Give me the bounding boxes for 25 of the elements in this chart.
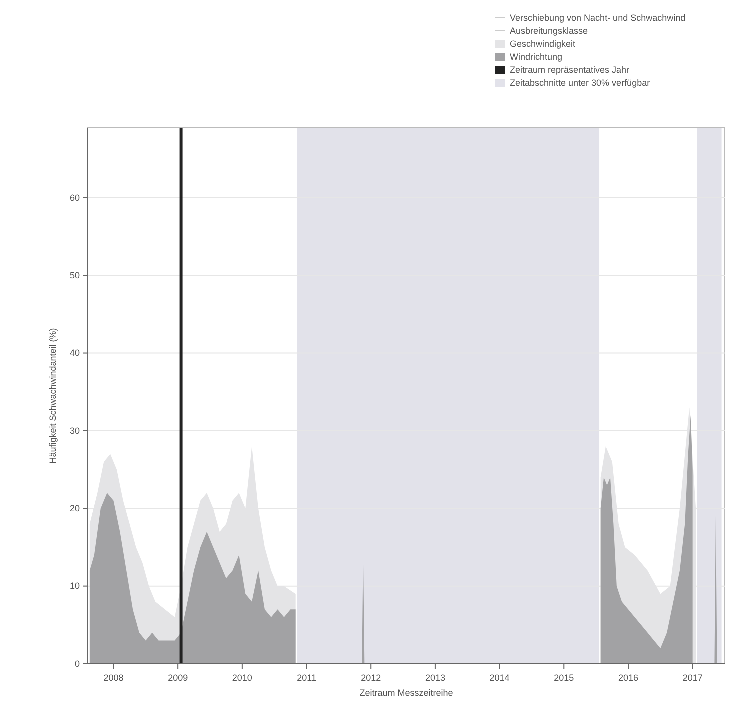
x-tick-label: 2011 xyxy=(297,673,316,683)
y-tick-label: 0 xyxy=(74,658,80,669)
y-tick-label: 10 xyxy=(70,581,80,592)
x-tick-label: 2009 xyxy=(168,673,188,683)
text: Verschiebung von Nacht- und Schwachwind xyxy=(510,12,686,23)
x-tick-label: 2010 xyxy=(232,673,252,683)
x-tick-label: 2013 xyxy=(425,673,446,683)
legend-label: Zeitraum repräsentatives Jahr xyxy=(510,64,630,75)
y-tick-label: 30 xyxy=(70,426,80,436)
y-tick-label: 50 xyxy=(70,270,80,280)
y-tick-label: 60 xyxy=(70,192,80,203)
legend-label: Zeitabschnitte unter 30% verfügbar xyxy=(510,78,650,88)
y-axis-title: Häufigkeit Schwachwindanteil (%) xyxy=(48,328,58,464)
x-tick-label: 2008 xyxy=(104,673,124,683)
x-tick-label: 2012 xyxy=(361,673,382,683)
text: Ausbreitungsklasse xyxy=(510,26,588,36)
x-tick-label: 2016 xyxy=(618,673,638,683)
x-tick-label: 2015 xyxy=(554,673,574,683)
x-axis-title: Zeitraum Messzeitreihe xyxy=(360,688,454,698)
legend-label: Windrichtung xyxy=(510,52,563,62)
y-tick-label: 20 xyxy=(70,504,80,514)
y-tick-label: 40 xyxy=(70,348,80,358)
x-tick-label: 2014 xyxy=(490,673,510,683)
x-tick-label: 2017 xyxy=(682,673,703,683)
legend-label: Geschwindigkeit xyxy=(510,38,576,49)
